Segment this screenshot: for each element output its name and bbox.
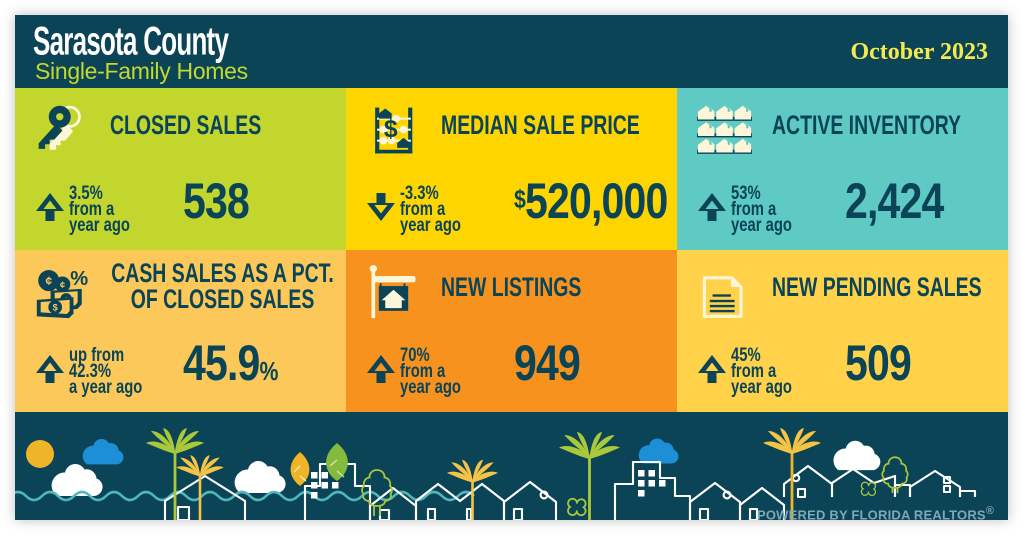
svg-text:$: $ — [53, 303, 58, 313]
svg-text:¢: ¢ — [45, 274, 52, 288]
svg-text:¢: ¢ — [60, 280, 65, 290]
svg-text:%: % — [70, 268, 88, 290]
svg-text:$: $ — [384, 116, 398, 143]
